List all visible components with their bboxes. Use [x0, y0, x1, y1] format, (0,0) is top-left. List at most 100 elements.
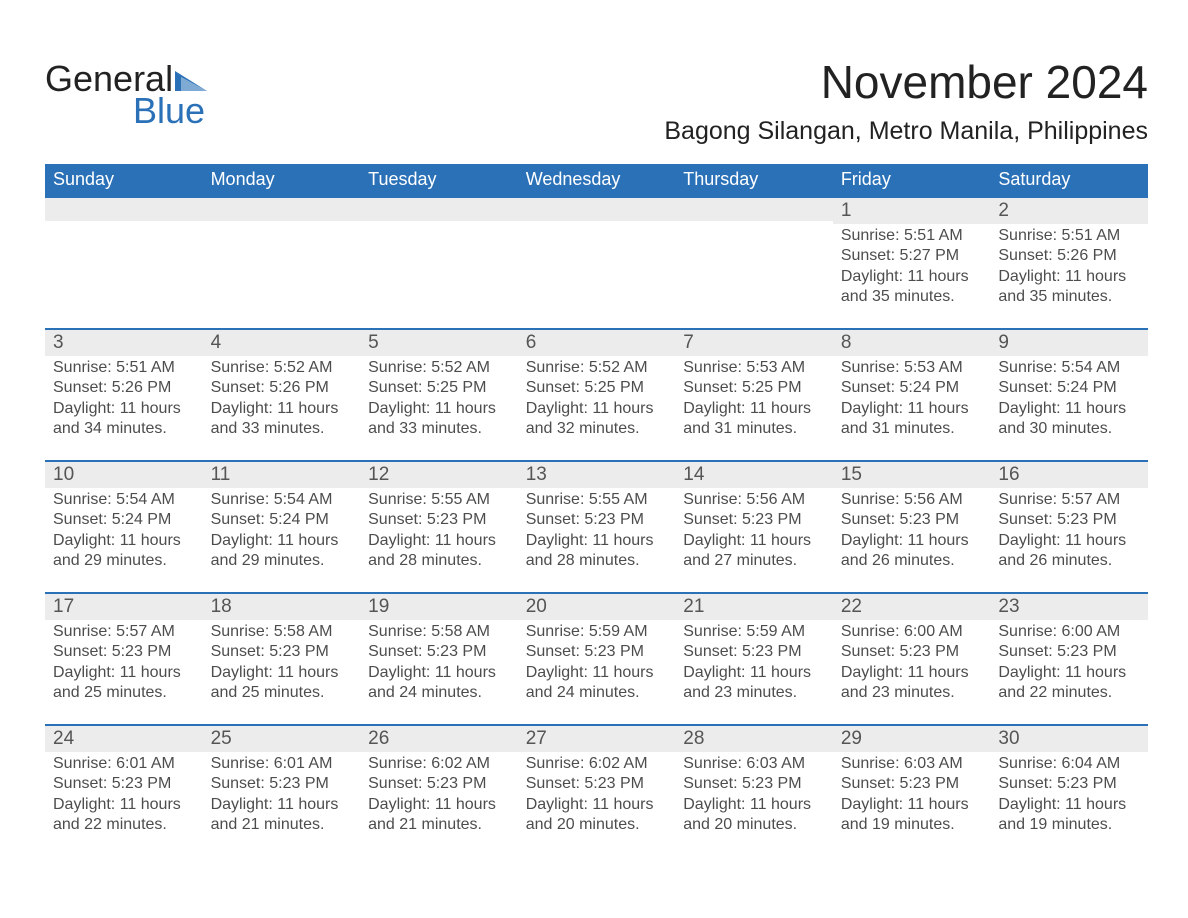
sunrise-line: Sunrise: 6:03 AM — [683, 754, 825, 774]
day-number: 2 — [990, 196, 1148, 224]
empty-day — [45, 196, 203, 221]
sunset-line: Sunset: 5:23 PM — [841, 510, 983, 530]
day-details: Sunrise: 5:59 AMSunset: 5:23 PMDaylight:… — [518, 620, 676, 722]
day-number: 14 — [675, 460, 833, 488]
weekday-header: Tuesday — [360, 164, 518, 196]
daylight-line: Daylight: 11 hours and 20 minutes. — [683, 795, 825, 836]
sunset-line: Sunset: 5:23 PM — [998, 510, 1140, 530]
sunset-line: Sunset: 5:23 PM — [53, 774, 195, 794]
day-details: Sunrise: 6:03 AMSunset: 5:23 PMDaylight:… — [833, 752, 991, 854]
sunset-line: Sunset: 5:26 PM — [998, 246, 1140, 266]
sunset-line: Sunset: 5:23 PM — [211, 774, 353, 794]
day-details: Sunrise: 5:57 AMSunset: 5:23 PMDaylight:… — [45, 620, 203, 722]
day-details: Sunrise: 5:58 AMSunset: 5:23 PMDaylight:… — [360, 620, 518, 722]
day-number: 20 — [518, 592, 676, 620]
daylight-line: Daylight: 11 hours and 27 minutes. — [683, 531, 825, 572]
day-number: 8 — [833, 328, 991, 356]
daylight-line: Daylight: 11 hours and 20 minutes. — [526, 795, 668, 836]
location-subtitle: Bagong Silangan, Metro Manila, Philippin… — [664, 117, 1148, 146]
sunrise-line: Sunrise: 5:56 AM — [841, 490, 983, 510]
day-details: Sunrise: 6:04 AMSunset: 5:23 PMDaylight:… — [990, 752, 1148, 854]
sunrise-line: Sunrise: 5:52 AM — [211, 358, 353, 378]
sunset-line: Sunset: 5:25 PM — [526, 378, 668, 398]
sunset-line: Sunset: 5:23 PM — [841, 642, 983, 662]
logo: General Blue — [45, 61, 207, 129]
daylight-line: Daylight: 11 hours and 19 minutes. — [841, 795, 983, 836]
sunset-line: Sunset: 5:23 PM — [368, 510, 510, 530]
daylight-line: Daylight: 11 hours and 21 minutes. — [368, 795, 510, 836]
daylight-line: Daylight: 11 hours and 35 minutes. — [841, 267, 983, 308]
day-number: 25 — [203, 724, 361, 752]
day-details: Sunrise: 6:02 AMSunset: 5:23 PMDaylight:… — [518, 752, 676, 854]
sunset-line: Sunset: 5:23 PM — [368, 774, 510, 794]
daylight-line: Daylight: 11 hours and 21 minutes. — [211, 795, 353, 836]
daylight-line: Daylight: 11 hours and 29 minutes. — [53, 531, 195, 572]
sunset-line: Sunset: 5:23 PM — [683, 642, 825, 662]
daylight-line: Daylight: 11 hours and 22 minutes. — [53, 795, 195, 836]
day-number: 3 — [45, 328, 203, 356]
day-number: 4 — [203, 328, 361, 356]
sunset-line: Sunset: 5:26 PM — [53, 378, 195, 398]
day-number: 5 — [360, 328, 518, 356]
empty-day — [360, 196, 518, 221]
daylight-line: Daylight: 11 hours and 31 minutes. — [841, 399, 983, 440]
day-details: Sunrise: 5:54 AMSunset: 5:24 PMDaylight:… — [990, 356, 1148, 458]
day-details: Sunrise: 5:52 AMSunset: 5:25 PMDaylight:… — [518, 356, 676, 458]
sunset-line: Sunset: 5:23 PM — [841, 774, 983, 794]
sunset-line: Sunset: 5:23 PM — [53, 642, 195, 662]
daylight-line: Daylight: 11 hours and 28 minutes. — [368, 531, 510, 572]
header: General Blue November 2024 Bagong Silang… — [45, 55, 1148, 158]
day-details: Sunrise: 6:01 AMSunset: 5:23 PMDaylight:… — [45, 752, 203, 854]
sunrise-line: Sunrise: 5:59 AM — [683, 622, 825, 642]
sunrise-line: Sunrise: 5:51 AM — [998, 226, 1140, 246]
day-details: Sunrise: 6:02 AMSunset: 5:23 PMDaylight:… — [360, 752, 518, 854]
daylight-line: Daylight: 11 hours and 23 minutes. — [683, 663, 825, 704]
sunrise-line: Sunrise: 5:59 AM — [526, 622, 668, 642]
sunrise-line: Sunrise: 5:58 AM — [368, 622, 510, 642]
day-number: 6 — [518, 328, 676, 356]
sunrise-line: Sunrise: 6:04 AM — [998, 754, 1140, 774]
day-details: Sunrise: 5:51 AMSunset: 5:26 PMDaylight:… — [45, 356, 203, 458]
weekday-header: Thursday — [675, 164, 833, 196]
sunrise-line: Sunrise: 5:58 AM — [211, 622, 353, 642]
sunrise-line: Sunrise: 5:56 AM — [683, 490, 825, 510]
day-number: 12 — [360, 460, 518, 488]
day-number: 10 — [45, 460, 203, 488]
sunset-line: Sunset: 5:23 PM — [211, 642, 353, 662]
day-number: 11 — [203, 460, 361, 488]
day-number: 18 — [203, 592, 361, 620]
day-number: 15 — [833, 460, 991, 488]
weekday-header: Friday — [833, 164, 991, 196]
day-number: 16 — [990, 460, 1148, 488]
sunset-line: Sunset: 5:23 PM — [998, 642, 1140, 662]
sunrise-line: Sunrise: 5:57 AM — [53, 622, 195, 642]
day-details: Sunrise: 5:58 AMSunset: 5:23 PMDaylight:… — [203, 620, 361, 722]
sunset-line: Sunset: 5:23 PM — [683, 510, 825, 530]
empty-day — [675, 196, 833, 221]
daylight-line: Daylight: 11 hours and 25 minutes. — [53, 663, 195, 704]
daylight-line: Daylight: 11 hours and 33 minutes. — [368, 399, 510, 440]
logo-text-2: Blue — [133, 93, 207, 129]
day-details: Sunrise: 6:00 AMSunset: 5:23 PMDaylight:… — [990, 620, 1148, 722]
daylight-line: Daylight: 11 hours and 24 minutes. — [526, 663, 668, 704]
day-details: Sunrise: 5:55 AMSunset: 5:23 PMDaylight:… — [360, 488, 518, 590]
sunrise-line: Sunrise: 6:03 AM — [841, 754, 983, 774]
day-number: 1 — [833, 196, 991, 224]
daylight-line: Daylight: 11 hours and 26 minutes. — [841, 531, 983, 572]
daylight-line: Daylight: 11 hours and 33 minutes. — [211, 399, 353, 440]
sunset-line: Sunset: 5:23 PM — [683, 774, 825, 794]
sunrise-line: Sunrise: 6:00 AM — [998, 622, 1140, 642]
day-details: Sunrise: 5:51 AMSunset: 5:27 PMDaylight:… — [833, 224, 991, 326]
sunrise-line: Sunrise: 5:52 AM — [526, 358, 668, 378]
sunrise-line: Sunrise: 5:54 AM — [998, 358, 1140, 378]
daylight-line: Daylight: 11 hours and 25 minutes. — [211, 663, 353, 704]
day-details: Sunrise: 5:56 AMSunset: 5:23 PMDaylight:… — [675, 488, 833, 590]
sunrise-line: Sunrise: 5:51 AM — [53, 358, 195, 378]
daylight-line: Daylight: 11 hours and 35 minutes. — [998, 267, 1140, 308]
daylight-line: Daylight: 11 hours and 32 minutes. — [526, 399, 668, 440]
day-number: 28 — [675, 724, 833, 752]
day-details: Sunrise: 5:53 AMSunset: 5:25 PMDaylight:… — [675, 356, 833, 458]
daylight-line: Daylight: 11 hours and 31 minutes. — [683, 399, 825, 440]
sunset-line: Sunset: 5:24 PM — [841, 378, 983, 398]
sunset-line: Sunset: 5:26 PM — [211, 378, 353, 398]
